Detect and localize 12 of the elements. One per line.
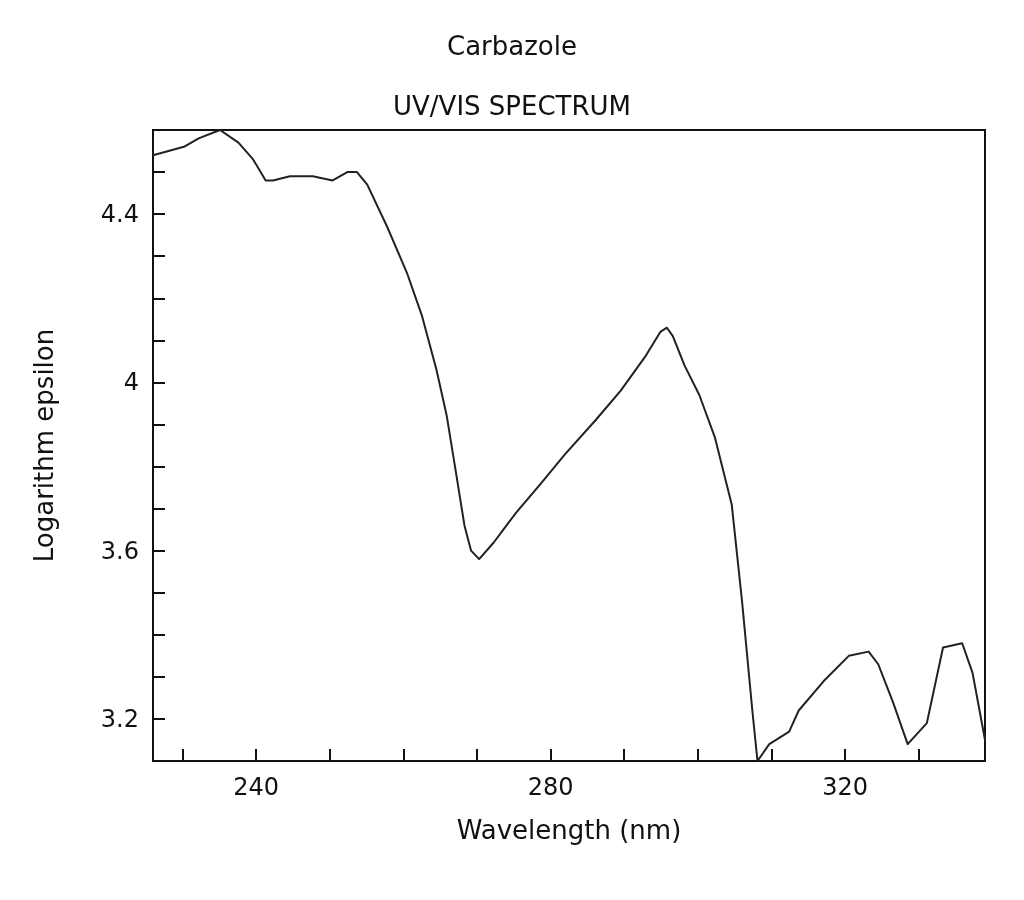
y-tick-label: 4.4 xyxy=(100,200,139,229)
x-tick-label: 280 xyxy=(527,773,574,801)
line-series xyxy=(152,129,986,762)
y-axis-title: Logarithm epsilon xyxy=(29,328,59,563)
chart-title: Carbazole xyxy=(447,31,577,61)
y-tick-label: 3.6 xyxy=(100,536,139,565)
x-tick-label: 320 xyxy=(822,773,869,801)
y-tick-label: 3.2 xyxy=(100,704,139,733)
y-tick-label: 4 xyxy=(123,368,139,397)
x-axis-title: Wavelength (nm) xyxy=(456,815,682,845)
x-tick-label: 240 xyxy=(233,773,279,801)
chart-subtitle: UV/VIS SPECTRUM xyxy=(393,91,631,121)
